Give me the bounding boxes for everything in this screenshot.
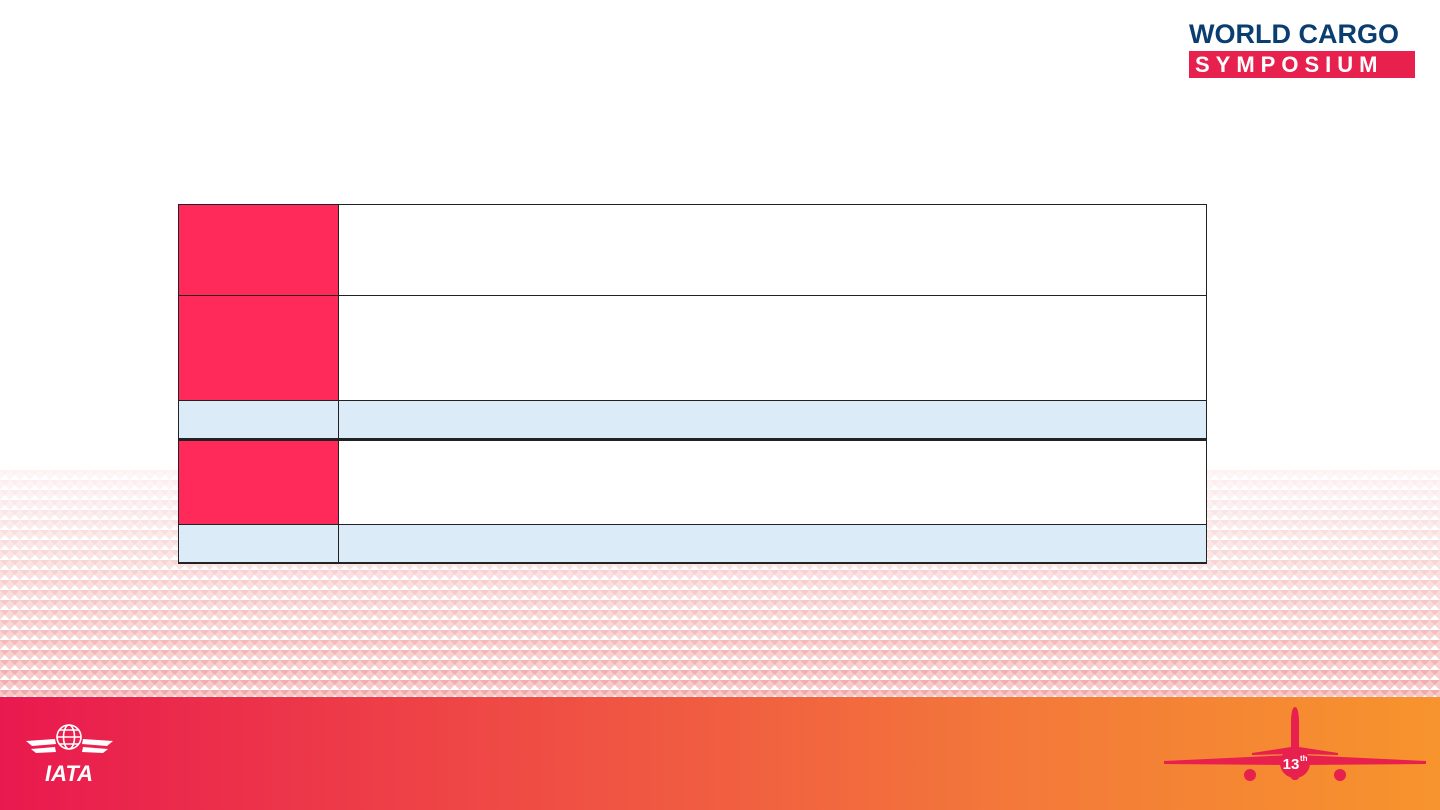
iata-wordmark: IATA: [45, 761, 93, 786]
table-row-label: [179, 205, 339, 295]
table-row: [178, 400, 1207, 439]
table-row: [178, 295, 1207, 401]
table-row: [178, 204, 1207, 296]
wings-icon: [26, 739, 113, 753]
airplane-icon: 13 th: [1164, 707, 1426, 781]
edition-suffix: th: [1300, 754, 1308, 763]
logo-line-1: WORLD CARGO: [1189, 19, 1399, 49]
table-row-label: [179, 296, 339, 400]
content-table: [178, 204, 1207, 564]
table-row-content: [339, 296, 1206, 400]
edition-number: 13: [1283, 756, 1300, 773]
table-row-content: [339, 525, 1206, 562]
footer-banner: IATA 13 th: [0, 697, 1440, 810]
table-row: [178, 439, 1207, 526]
table-row-content: [339, 441, 1206, 525]
table-row-content: [339, 401, 1206, 438]
table-row-label: [179, 525, 339, 562]
logo-line-2: SYMPOSIUM: [1189, 51, 1415, 78]
table-row: [178, 524, 1207, 564]
iata-logo: IATA: [26, 724, 113, 786]
table-row-label: [179, 401, 339, 438]
table-row-content: [339, 205, 1206, 295]
globe-icon: [56, 724, 82, 750]
table-row-label: [179, 441, 339, 525]
world-cargo-symposium-logo: WORLD CARGO SYMPOSIUM: [1189, 20, 1415, 78]
